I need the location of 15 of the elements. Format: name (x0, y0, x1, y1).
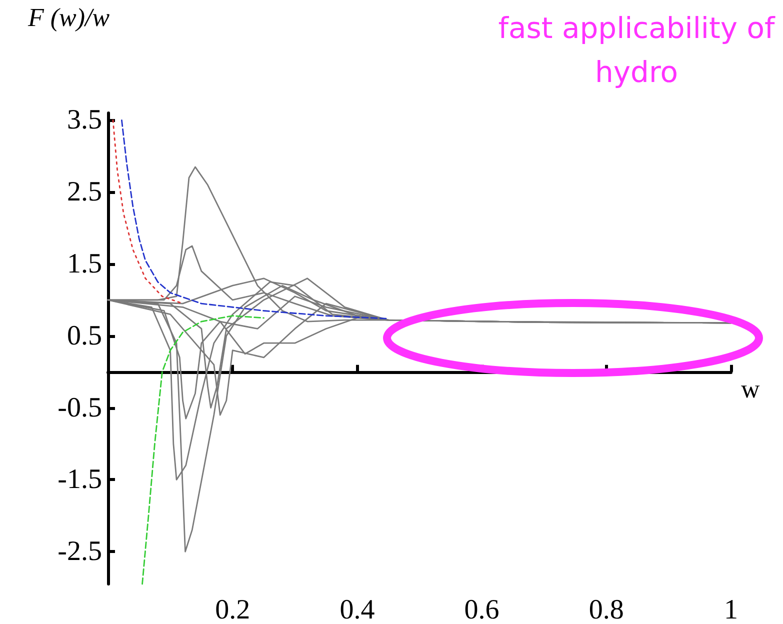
x-tick-label: 0.6 (464, 594, 500, 624)
y-axis-title: F (w)/w (28, 3, 110, 32)
y-tick-label: 2.5 (67, 176, 102, 208)
y-tick-label: -2.5 (58, 536, 102, 568)
y-tick-label: -0.5 (58, 392, 102, 424)
y-tick-label: 0.5 (67, 320, 102, 352)
x-tick-label: 0.8 (588, 594, 624, 624)
y-tick-label: -1.5 (58, 464, 102, 496)
x-tick-label: 1 (724, 594, 738, 624)
y-tick-label: 1.5 (67, 248, 102, 280)
text: fast applicability of hydro (497, 10, 776, 91)
y-tick-label: 3.5 (67, 104, 102, 136)
x-axis-title: w (741, 374, 760, 404)
x-tick-label: 0.2 (215, 594, 250, 624)
x-tick-label: 0.4 (340, 594, 375, 624)
